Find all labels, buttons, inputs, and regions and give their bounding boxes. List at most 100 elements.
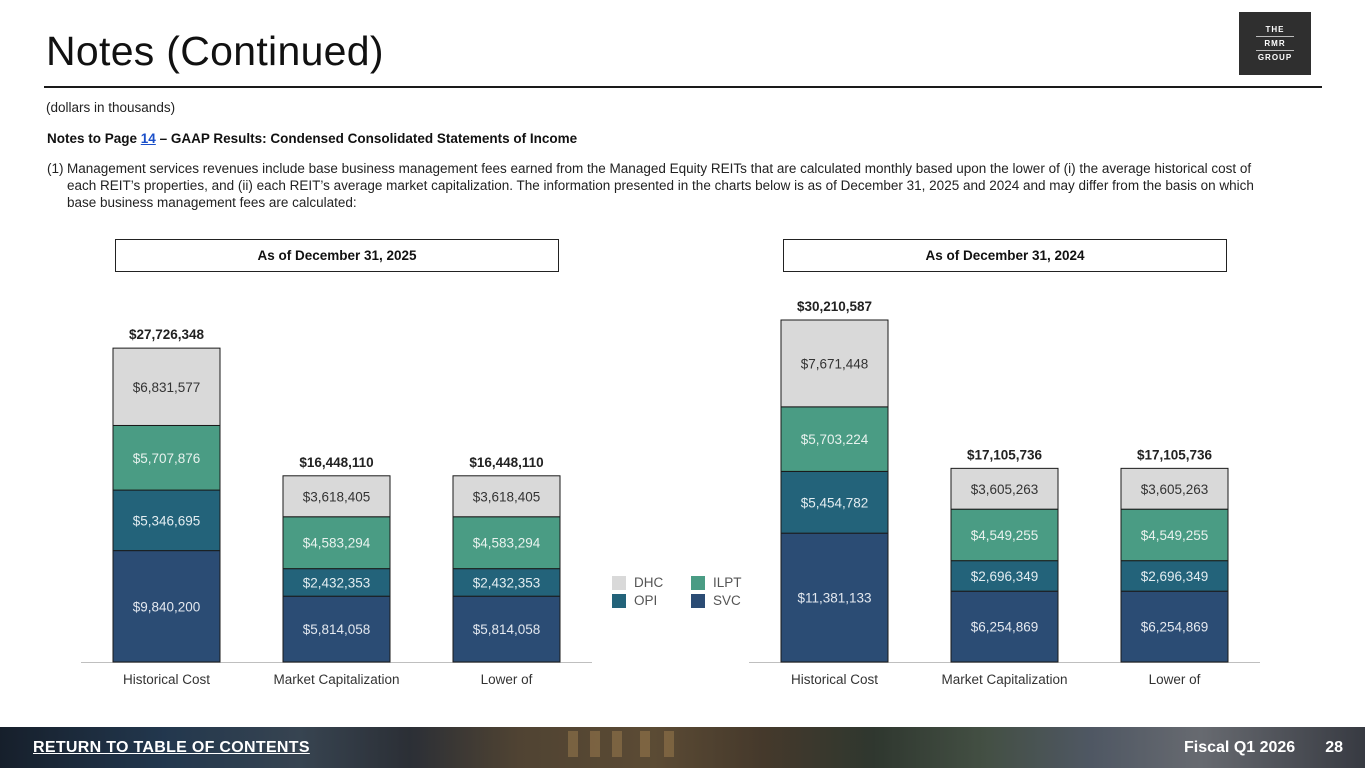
bar-segment-2024-dhc [1120, 467, 1229, 510]
data-label-2024-svc: $6,254,869 [1141, 620, 1209, 635]
bar-segment-2025-svc [452, 595, 561, 663]
footer-right: Fiscal Q1 2026 28 [1184, 739, 1343, 757]
category-label-2024: Historical Cost [791, 672, 878, 687]
data-label-2024-dhc: $7,671,448 [801, 356, 869, 371]
chart-legend: DHC ILPT OPI SVC [612, 575, 752, 611]
total-label-2024: $30,210,587 [797, 299, 872, 314]
logo-line-2: RMR [1264, 39, 1286, 48]
total-label-2025: $16,448,110 [469, 455, 543, 470]
bar-segment-2025-dhc [112, 347, 221, 426]
fiscal-period: Fiscal Q1 2026 [1184, 739, 1296, 756]
category-label-2024: Market Capitalization [941, 672, 1067, 687]
rmr-logo: THE RMR GROUP [1239, 12, 1311, 75]
data-label-2024-dhc: $3,605,263 [1141, 482, 1209, 497]
data-label-2025-opi: $2,432,353 [303, 575, 371, 590]
bar-segment-2024-dhc [780, 319, 889, 408]
return-to-toc-link[interactable]: RETURN TO TABLE OF CONTENTS [33, 739, 310, 756]
stacked-bar-charts: $9,840,200 $5,346,695 $5,707,876 $6,831,577… [81, 299, 1260, 687]
bar-segment-2024-opi [780, 470, 889, 534]
data-label-2024-svc: $11,381,133 [797, 591, 871, 606]
notes-heading: Notes to Page 14 – GAAP Results: Condens… [47, 131, 577, 146]
logo-line-3: GROUP [1257, 53, 1293, 62]
bar-segment-2025-opi [452, 568, 561, 597]
data-label-2025-ilpt: $4,583,294 [473, 536, 541, 551]
category-label-2024: Lower of [1149, 672, 1201, 687]
note-text: Management services revenues include bas… [67, 161, 1254, 210]
data-label-2025-svc: $5,814,058 [303, 622, 371, 637]
page-title: Notes (Continued) [46, 28, 384, 74]
data-label-2025-dhc: $3,618,405 [303, 489, 371, 504]
total-label-2025: $16,448,110 [299, 455, 373, 470]
bar-segment-2025-svc [112, 550, 221, 663]
data-label-2024-ilpt: $4,549,255 [971, 528, 1039, 543]
bar-segment-2025-opi [112, 489, 221, 552]
footer-photo-detail [664, 731, 674, 757]
legend-label-opi: OPI [634, 593, 658, 608]
notes-heading-prefix: Notes to Page [47, 131, 141, 146]
data-label-2025-opi: $2,432,353 [473, 575, 541, 590]
total-label-2024: $17,105,736 [1137, 447, 1213, 462]
bar-segment-2025-opi [282, 568, 391, 597]
note-1: (1) Management services revenues include… [47, 160, 1277, 211]
data-label-2025-opi: $5,346,695 [133, 513, 201, 528]
footer-photo-detail [568, 731, 578, 757]
footer-bar: RETURN TO TABLE OF CONTENTS Fiscal Q1 20… [0, 727, 1365, 768]
bar-segment-2024-svc [950, 590, 1059, 663]
legend-swatch-opi [612, 593, 626, 608]
footer-photo-detail [640, 731, 650, 757]
bar-segment-2024-opi [950, 560, 1059, 592]
page-14-link[interactable]: 14 [140, 131, 156, 146]
data-label-2024-opi: $5,454,782 [801, 495, 869, 510]
data-label-2024-svc: $6,254,869 [971, 620, 1039, 635]
logo-divider [1256, 36, 1294, 37]
notes-heading-suffix: – GAAP Results: Condensed Consolidated S… [155, 131, 578, 146]
legend-swatch-svc [691, 593, 705, 608]
legend-label-ilpt: ILPT [713, 575, 742, 590]
bar-segment-2024-ilpt [780, 406, 889, 472]
data-label-2024-ilpt: $4,549,255 [1141, 528, 1209, 543]
legend-label-svc: SVC [713, 593, 741, 608]
data-label-2024-dhc: $3,605,263 [971, 482, 1039, 497]
bar-segment-2025-dhc [282, 475, 391, 518]
note-number: (1) [47, 161, 64, 176]
legend-item-ilpt: ILPT [691, 575, 742, 590]
total-label-2025: $27,726,348 [129, 327, 205, 342]
category-label-2025: Lower of [481, 672, 533, 687]
legend-swatch-dhc [612, 575, 626, 590]
footer-photo-detail [612, 731, 622, 757]
footer-photo-detail [590, 731, 600, 757]
bar-segment-2025-dhc [452, 475, 561, 518]
logo-divider [1256, 50, 1294, 51]
legend-item-opi: OPI [612, 593, 657, 608]
data-label-2025-ilpt: $5,707,876 [133, 451, 201, 466]
logo-line-1: THE [1265, 25, 1285, 34]
bar-segment-2024-opi [1120, 560, 1229, 592]
bar-segment-2024-svc [780, 532, 889, 663]
data-label-2024-opi: $2,696,349 [1141, 569, 1209, 584]
legend-item-dhc: DHC [612, 575, 663, 590]
data-label-2024-ilpt: $5,703,224 [801, 432, 869, 447]
legend-swatch-ilpt [691, 575, 705, 590]
data-label-2025-svc: $5,814,058 [473, 622, 541, 637]
bar-segment-2024-ilpt [950, 508, 1059, 562]
units-note: (dollars in thousands) [46, 100, 176, 115]
data-label-2024-opi: $2,696,349 [971, 569, 1039, 584]
category-label-2025: Historical Cost [123, 672, 210, 687]
bar-segment-2024-svc [1120, 590, 1229, 663]
chart-2024-header: As of December 31, 2024 [783, 239, 1227, 272]
total-label-2024: $17,105,736 [967, 447, 1043, 462]
data-label-2025-dhc: $3,618,405 [473, 489, 541, 504]
legend-label-dhc: DHC [634, 575, 664, 590]
chart-2025-header: As of December 31, 2025 [115, 239, 559, 272]
bar-segment-2025-svc [282, 595, 391, 663]
bar-segment-2024-ilpt [1120, 508, 1229, 562]
data-label-2025-ilpt: $4,583,294 [303, 536, 371, 551]
category-label-2025: Market Capitalization [273, 672, 399, 687]
legend-item-svc: SVC [691, 593, 741, 608]
bar-segment-2025-ilpt [452, 516, 561, 570]
page-number: 28 [1325, 739, 1343, 756]
data-label-2025-svc: $9,840,200 [133, 599, 201, 614]
data-label-2025-dhc: $6,831,577 [133, 380, 201, 395]
title-divider [44, 86, 1322, 88]
bar-segment-2024-dhc [950, 467, 1059, 510]
